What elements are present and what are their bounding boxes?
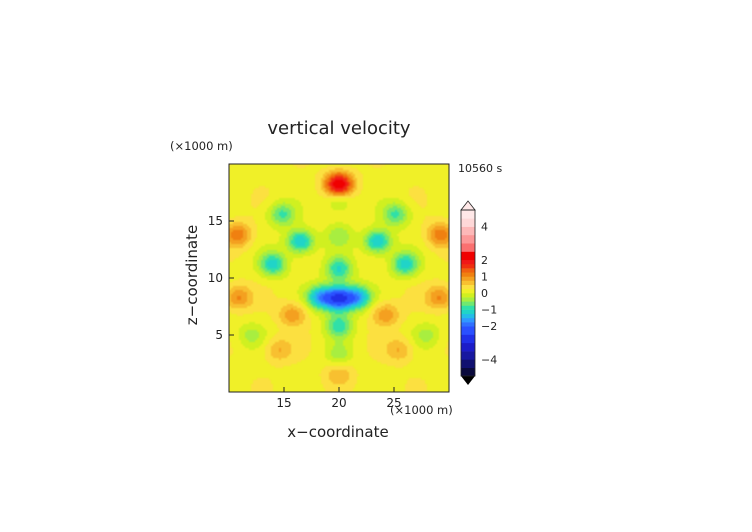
chart-title: vertical velocity	[267, 118, 411, 139]
colorbar-swatch	[461, 367, 475, 377]
colorbar-swatch	[461, 280, 475, 285]
colorbar-tick-label: −1	[481, 304, 497, 317]
colorbar-tick-label: 4	[481, 221, 488, 234]
colorbar-swatch	[461, 293, 475, 298]
colorbar-swatch	[461, 268, 475, 273]
colorbar-swatch	[461, 322, 475, 327]
x-units-label: (×1000 m)	[390, 403, 453, 417]
y-tick-label: 15	[208, 214, 223, 228]
colorbar-swatch	[461, 234, 475, 244]
colorbar-swatch	[461, 305, 475, 310]
x-tick-label: 25	[386, 396, 401, 410]
colorbar-swatch	[461, 276, 475, 281]
y-axis: 5 10 15	[208, 214, 234, 342]
colorbar-swatch	[461, 313, 475, 319]
colorbar-swatch	[461, 226, 475, 236]
time-label: 10560 s	[458, 162, 502, 175]
colorbar-swatch	[461, 326, 475, 335]
x-axis-label: x−coordinate	[287, 423, 388, 441]
colorbar-tick-label: −4	[481, 353, 497, 366]
y-tick-label: 10	[208, 271, 223, 285]
colorbar-frame	[460, 209, 476, 377]
colorbar: 4 2 1 0 −1 −2 −4	[460, 200, 497, 385]
colorbar-swatch	[461, 359, 475, 368]
x-tick-label: 15	[276, 396, 291, 410]
x-axis: 15 20 25	[276, 387, 402, 410]
x-tick-label: 20	[331, 396, 346, 410]
colorbar-swatch	[461, 301, 475, 306]
colorbar-swatch	[461, 342, 475, 352]
colorbar-tick-label: −2	[481, 320, 497, 333]
y-axis-label: z−coordinate	[183, 225, 201, 325]
colorbar-swatch	[461, 351, 475, 360]
y-units-label: (×1000 m)	[170, 139, 233, 153]
colorbar-tick-label: 1	[481, 270, 488, 283]
colorbar-swatch	[461, 284, 475, 290]
colorbar-swatch	[461, 243, 475, 252]
colorbar-swatch	[461, 309, 475, 315]
colorbar-swatch	[461, 218, 475, 227]
colorbar-swatch	[461, 297, 475, 302]
colorbar-swatch	[461, 251, 475, 261]
colorbar-tick-label: 2	[481, 254, 488, 267]
colorbar-swatch	[461, 263, 475, 269]
colorbar-overflow-triangle	[460, 200, 476, 211]
colorbar-underflow-triangle	[461, 376, 475, 385]
colorbar-swatch	[461, 288, 475, 294]
colorbar-swatch	[461, 334, 475, 344]
velocity-field	[229, 164, 449, 392]
colorbar-tick-label: 0	[481, 287, 488, 300]
colorbar-swatch	[461, 272, 475, 277]
colorbar-swatch	[461, 210, 475, 219]
colorbar-swatch	[461, 317, 475, 323]
colorbar-swatch	[461, 259, 475, 265]
y-tick-label: 5	[215, 328, 223, 342]
